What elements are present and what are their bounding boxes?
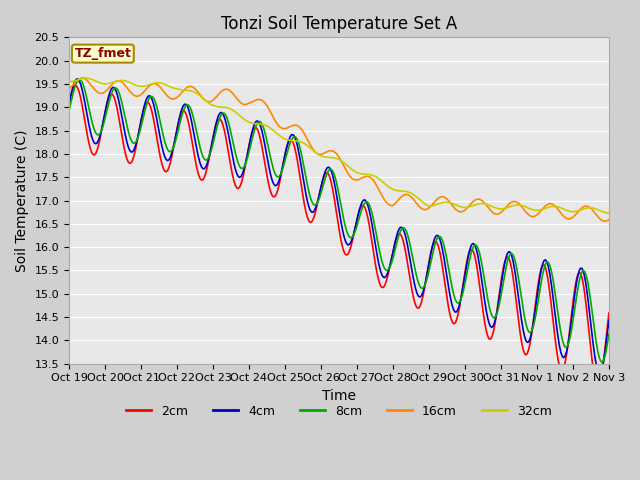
32cm: [85, 75, 93, 81]
2cm: [605, 310, 612, 316]
32cm: [451, 202, 459, 207]
Line: 32cm: 32cm: [69, 78, 609, 213]
16cm: [344, 171, 352, 177]
Legend: 2cm, 4cm, 8cm, 16cm, 32cm: 2cm, 4cm, 8cm, 16cm, 32cm: [121, 400, 557, 423]
16cm: [65, 86, 73, 92]
4cm: [65, 101, 73, 107]
8cm: [85, 105, 93, 110]
8cm: [598, 360, 605, 365]
16cm: [102, 88, 109, 94]
32cm: [605, 210, 612, 216]
4cm: [604, 330, 611, 336]
8cm: [75, 77, 83, 83]
8cm: [532, 313, 540, 319]
2cm: [85, 139, 93, 145]
8cm: [65, 108, 73, 113]
32cm: [602, 210, 610, 216]
4cm: [605, 317, 612, 323]
8cm: [451, 297, 459, 302]
2cm: [604, 323, 611, 329]
Line: 16cm: 16cm: [69, 78, 609, 221]
2cm: [65, 101, 73, 107]
32cm: [65, 79, 73, 84]
32cm: [344, 164, 352, 169]
Line: 8cm: 8cm: [69, 80, 609, 362]
2cm: [72, 83, 80, 88]
Y-axis label: Soil Temperature (C): Soil Temperature (C): [15, 129, 29, 272]
8cm: [604, 340, 611, 346]
4cm: [85, 121, 93, 127]
16cm: [78, 75, 86, 81]
4cm: [74, 76, 81, 82]
16cm: [451, 206, 459, 212]
16cm: [604, 217, 611, 223]
Title: Tonzi Soil Temperature Set A: Tonzi Soil Temperature Set A: [221, 15, 457, 33]
X-axis label: Time: Time: [322, 389, 356, 403]
8cm: [344, 232, 352, 238]
8cm: [605, 331, 612, 337]
4cm: [595, 370, 603, 375]
2cm: [344, 251, 352, 257]
4cm: [102, 107, 109, 112]
16cm: [532, 213, 540, 219]
16cm: [601, 218, 609, 224]
Text: TZ_fmet: TZ_fmet: [74, 47, 131, 60]
32cm: [532, 207, 540, 213]
4cm: [532, 305, 540, 311]
32cm: [102, 81, 109, 87]
Line: 2cm: 2cm: [69, 85, 609, 386]
2cm: [594, 383, 602, 389]
2cm: [451, 320, 459, 326]
2cm: [102, 106, 109, 112]
16cm: [85, 79, 93, 85]
16cm: [605, 216, 612, 222]
4cm: [344, 242, 352, 248]
32cm: [82, 75, 90, 81]
2cm: [532, 300, 540, 306]
4cm: [451, 309, 459, 315]
8cm: [102, 113, 109, 119]
Line: 4cm: 4cm: [69, 79, 609, 372]
